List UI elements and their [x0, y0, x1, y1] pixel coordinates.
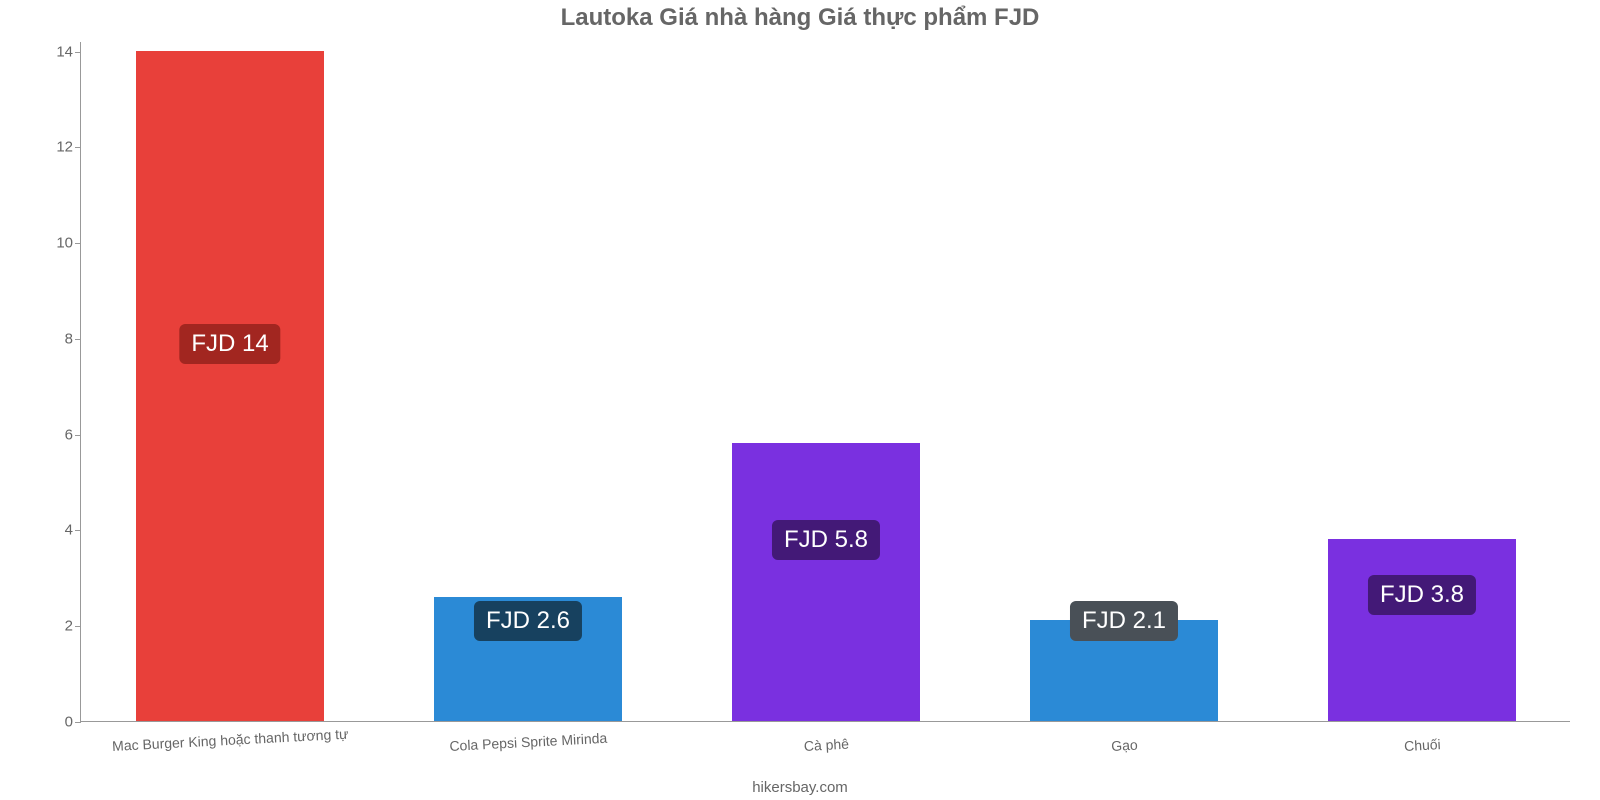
xlabel: Chuối	[1404, 736, 1441, 754]
ytick-mark	[75, 626, 81, 627]
ytick-label: 14	[31, 43, 73, 60]
ytick-label: 12	[31, 139, 73, 156]
xlabel: Cà phê	[803, 736, 849, 754]
ytick-label: 10	[31, 235, 73, 252]
ytick-mark	[75, 339, 81, 340]
ytick-mark	[75, 435, 81, 436]
ytick-label: 0	[31, 714, 73, 731]
ytick-label: 8	[31, 330, 73, 347]
bar	[136, 51, 324, 721]
ytick-label: 2	[31, 618, 73, 635]
value-badge: FJD 14	[179, 324, 280, 364]
plot-area: 02468101214FJD 14Mac Burger King hoặc th…	[80, 42, 1570, 722]
bar	[1328, 539, 1516, 721]
chart-title: Lautoka Giá nhà hàng Giá thực phẩm FJD	[0, 0, 1600, 32]
xlabel: Cola Pepsi Sprite Mirinda	[449, 730, 608, 754]
ytick-mark	[75, 147, 81, 148]
value-badge: FJD 2.1	[1070, 601, 1178, 641]
ytick-mark	[75, 243, 81, 244]
value-badge: FJD 3.8	[1368, 575, 1476, 615]
ytick-mark	[75, 722, 81, 723]
bar	[732, 443, 920, 721]
price-chart: Lautoka Giá nhà hàng Giá thực phẩm FJD 0…	[0, 0, 1600, 800]
value-badge: FJD 5.8	[772, 520, 880, 560]
ytick-label: 4	[31, 522, 73, 539]
source-attribution: hikersbay.com	[0, 779, 1600, 796]
xlabel: Mac Burger King hoặc thanh tương tự	[112, 726, 349, 754]
ytick-label: 6	[31, 426, 73, 443]
value-badge: FJD 2.6	[474, 601, 582, 641]
ytick-mark	[75, 52, 81, 53]
ytick-mark	[75, 530, 81, 531]
xlabel: Gạo	[1111, 737, 1138, 754]
